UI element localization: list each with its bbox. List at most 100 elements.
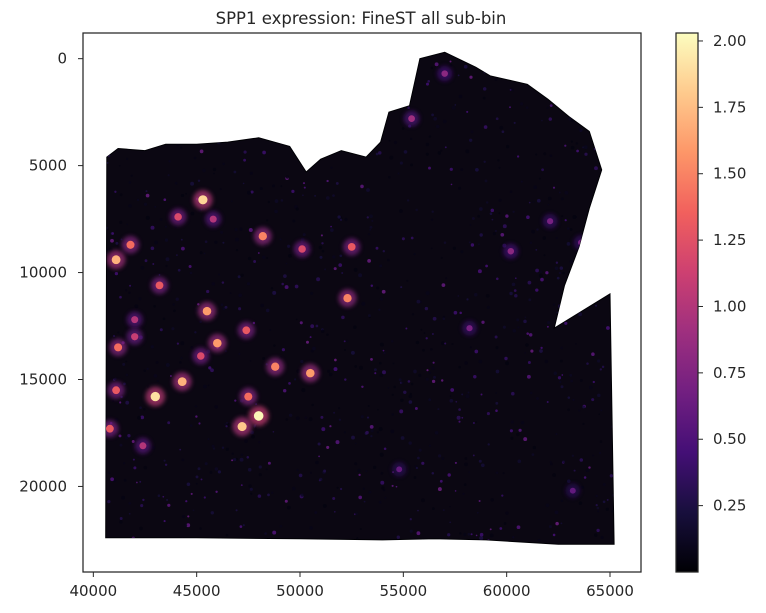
speckle-dot [111,554,115,558]
speckle-dot [250,114,255,118]
y-tick-label: 10000 [19,264,67,282]
speckle-dot [267,130,271,134]
speckle-dot [180,356,183,360]
speckle-dot [388,139,391,142]
speckle-dot [460,250,464,254]
speckle-dot [567,479,571,483]
speckle-dot [224,350,227,353]
speckle-dot [433,375,436,379]
speckle-dot [216,71,220,74]
speckle-dot [108,247,113,252]
speckle-dot [209,99,213,103]
speckle-dot [267,200,270,204]
speckle-dot [495,401,499,405]
speckle-dot [444,146,447,149]
hotspot-point [202,306,212,316]
speckle-dot [363,500,366,503]
speckle-dot [95,488,98,491]
speckle-dot [583,145,588,150]
speckle-dot [239,525,243,528]
speckle-dot [145,120,149,123]
speckle-dot [128,291,131,294]
speckle-dot [391,484,394,487]
speckle-dot [333,411,336,414]
speckle-dot [119,443,123,447]
speckle-dot [93,553,97,557]
speckle-dot [237,275,241,279]
hotspot-point [177,377,187,387]
speckle-dot [278,568,280,570]
speckle-dot [319,134,324,139]
colorbar-tick-label: 0.25 [713,497,746,515]
speckle-dot [401,381,404,384]
speckle-dot [595,494,598,498]
speckle-dot [575,343,577,345]
speckle-dot [607,212,611,215]
speckle-dot [370,284,374,287]
speckle-dot [536,198,541,203]
speckle-dot [185,81,188,84]
speckle-dot [552,473,557,477]
speckle-dot [199,251,203,255]
speckle-dot [381,289,386,294]
speckle-dot [292,106,295,109]
speckle-dot [467,391,470,394]
speckle-dot [159,328,163,332]
speckle-dot [96,178,99,181]
speckle-dot [479,536,484,541]
speckle-dot [243,158,246,162]
speckle-dot [410,163,414,167]
hotspot-point [139,442,147,450]
hotspot-point [244,392,253,401]
speckle-dot [546,325,549,328]
speckle-dot [285,53,288,56]
speckle-dot [585,468,590,473]
speckle-dot [374,372,377,375]
speckle-dot [133,466,137,470]
speckle-dot [560,385,564,389]
speckle-dot [431,472,435,475]
speckle-dot [149,62,153,66]
speckle-dot [379,565,381,567]
speckle-dot [371,93,376,97]
speckle-dot [163,520,166,523]
speckle-dot [623,332,626,335]
speckle-dot [613,146,615,150]
speckle-dot [530,391,533,395]
speckle-dot [366,416,370,419]
speckle-dot [512,210,515,213]
speckle-dot [495,392,498,394]
speckle-dot [400,398,404,402]
speckle-dot [460,168,464,172]
speckle-dot [247,256,252,261]
speckle-dot [296,369,301,374]
speckle-dot [620,509,624,513]
speckle-dot [513,559,515,561]
speckle-dot [408,400,413,404]
speckle-dot [274,105,279,110]
speckle-dot [591,398,595,402]
speckle-dot [298,473,303,478]
speckle-dot [304,416,308,419]
speckle-dot [619,148,623,152]
speckle-dot [383,351,386,355]
speckle-dot [146,124,150,128]
speckle-dot [325,196,330,200]
speckle-dot [428,135,432,138]
speckle-dot [308,417,313,422]
speckle-dot [600,535,604,539]
speckle-dot [481,320,485,324]
speckle-dot [400,52,405,53]
speckle-dot [516,155,520,158]
speckle-dot [531,229,535,234]
speckle-dot [271,66,274,68]
speckle-dot [579,379,583,382]
speckle-dot [314,58,317,61]
speckle-dot [517,326,520,329]
speckle-dot [457,74,460,77]
speckle-dot [339,218,343,221]
speckle-dot [416,531,421,536]
speckle-dot [416,299,421,304]
speckle-dot [176,342,179,345]
speckle-dot [596,359,601,363]
